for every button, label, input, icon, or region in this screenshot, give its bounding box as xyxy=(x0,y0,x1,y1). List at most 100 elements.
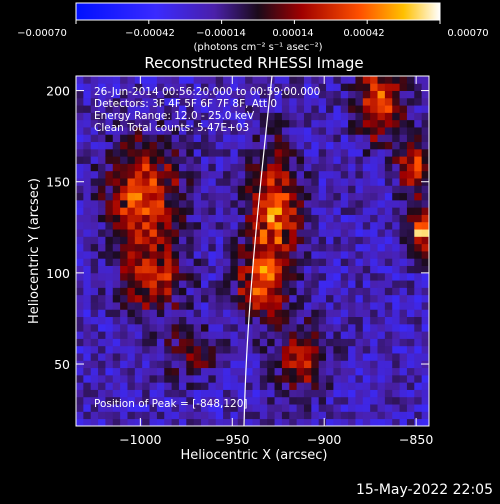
heatmap-cell xyxy=(164,83,172,91)
heatmap-cell xyxy=(201,331,209,339)
heatmap-cell xyxy=(399,396,408,405)
heatmap-cell xyxy=(333,148,342,157)
heatmap-cell xyxy=(127,302,136,310)
heatmap-cell xyxy=(120,258,128,266)
heatmap-cell xyxy=(252,280,261,288)
heatmap-cell xyxy=(406,207,415,215)
heatmap-cell xyxy=(245,411,253,420)
heatmap-cell xyxy=(142,338,150,347)
heatmap-cell xyxy=(223,178,231,186)
heatmap-cell xyxy=(156,272,165,281)
heatmap-cell xyxy=(215,382,224,390)
heatmap-cell xyxy=(281,148,290,157)
heatmap-cell xyxy=(289,97,298,106)
heatmap-cell xyxy=(201,396,209,405)
heatmap-cell xyxy=(215,229,224,237)
heatmap-cell xyxy=(421,294,429,303)
heatmap-cell xyxy=(362,119,371,128)
heatmap-cell xyxy=(318,163,327,172)
heatmap-cell xyxy=(421,112,429,121)
heatmap-cell xyxy=(252,323,261,332)
heatmap-cell xyxy=(355,338,364,347)
heatmap-cell xyxy=(259,156,268,164)
heatmap-cell xyxy=(193,229,202,237)
heatmap-cell xyxy=(120,221,128,230)
heatmap-cell xyxy=(259,280,268,288)
heatmap-cell xyxy=(98,280,106,288)
heatmap-cell xyxy=(83,353,92,361)
heatmap-cell xyxy=(289,170,298,179)
heatmap-cell xyxy=(134,382,143,390)
heatmap-cell xyxy=(90,214,99,223)
heatmap-cell xyxy=(274,119,283,128)
heatmap-cell xyxy=(289,251,298,259)
heatmap-cell xyxy=(267,374,275,383)
heatmap-cell xyxy=(178,127,187,135)
heatmap-cell xyxy=(340,338,349,347)
heatmap-cell xyxy=(186,192,195,201)
heatmap-cell xyxy=(362,214,371,223)
heatmap-cell xyxy=(245,374,253,383)
heatmap-cell xyxy=(406,76,415,84)
heatmap-cell xyxy=(333,134,342,143)
heatmap-cell xyxy=(245,367,253,376)
heatmap-cell xyxy=(370,345,378,354)
heatmap-cell xyxy=(134,360,143,369)
heatmap-cell xyxy=(289,134,298,143)
heatmap-cell xyxy=(289,199,298,208)
heatmap-cell xyxy=(201,309,209,318)
heatmap-cell xyxy=(83,345,92,354)
heatmap-cell xyxy=(311,367,320,376)
heatmap-cell xyxy=(215,345,224,354)
heatmap-cell xyxy=(355,367,364,376)
heatmap-cell xyxy=(421,404,429,412)
heatmap-cell xyxy=(98,199,106,208)
heatmap-cell xyxy=(127,243,136,252)
heatmap-cell xyxy=(201,207,209,215)
heatmap-cell xyxy=(134,148,143,157)
heatmap-cell xyxy=(193,236,202,245)
heatmap-cell xyxy=(333,309,342,318)
heatmap-cell xyxy=(223,127,231,135)
heatmap-cell xyxy=(201,382,209,390)
heatmap-cell xyxy=(127,272,136,281)
heatmap-cell xyxy=(318,411,327,420)
heatmap-cell xyxy=(76,396,84,405)
heatmap-cell xyxy=(230,389,239,398)
heatmap-cell xyxy=(252,258,261,266)
heatmap-cell xyxy=(237,323,246,332)
heatmap-cell xyxy=(406,112,415,121)
heatmap-cell xyxy=(186,294,195,303)
heatmap-cell xyxy=(134,192,143,201)
heatmap-cell xyxy=(120,127,128,135)
heatmap-cell xyxy=(164,134,172,143)
heatmap-cell xyxy=(348,353,356,361)
heatmap-cell xyxy=(370,185,378,194)
heatmap-cell xyxy=(289,185,298,194)
heatmap-cell xyxy=(112,411,121,420)
heatmap-cell xyxy=(156,214,165,223)
heatmap-cell xyxy=(223,229,231,237)
heatmap-cell xyxy=(193,105,202,113)
heatmap-cell xyxy=(289,272,298,281)
heatmap-cell xyxy=(186,353,195,361)
heatmap-cell xyxy=(267,360,275,369)
heatmap-cell xyxy=(377,294,386,303)
heatmap-cell xyxy=(134,141,143,150)
heatmap-cell xyxy=(134,221,143,230)
heatmap-cell xyxy=(384,287,393,296)
heatmap-cell xyxy=(259,382,268,390)
heatmap-cell xyxy=(296,170,305,179)
heatmap-cell xyxy=(399,331,408,339)
heatmap-cell xyxy=(76,83,84,91)
heatmap-cell xyxy=(274,374,283,383)
heatmap-cell xyxy=(149,418,158,426)
heatmap-cell xyxy=(156,389,165,398)
heatmap-cell xyxy=(149,316,158,325)
heatmap-cell xyxy=(186,302,195,310)
heatmap-cell xyxy=(370,229,378,237)
heatmap-cell xyxy=(289,302,298,310)
heatmap-cell xyxy=(340,97,349,106)
heatmap-cell xyxy=(120,119,128,128)
heatmap-cell xyxy=(406,418,415,426)
